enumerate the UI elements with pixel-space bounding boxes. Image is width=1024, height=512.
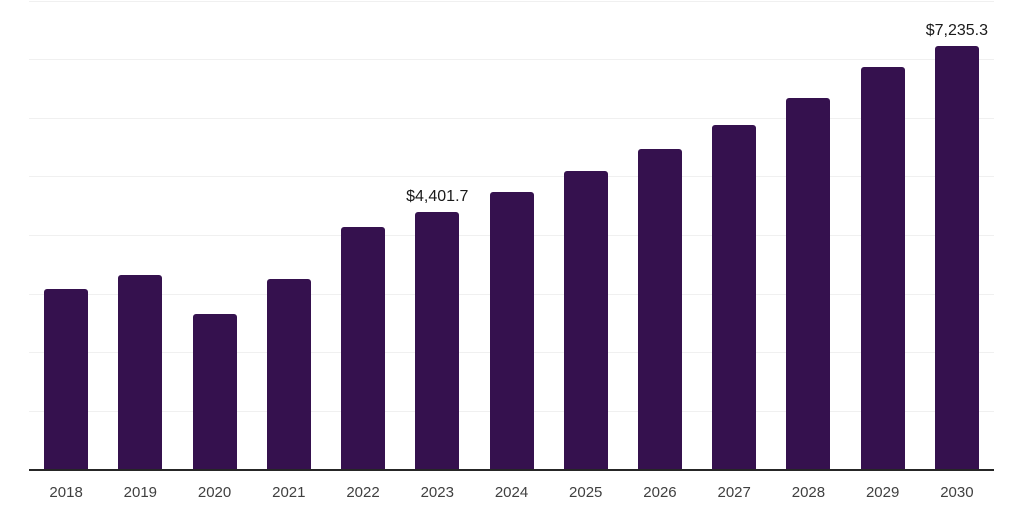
gridline-5000 [29,176,994,178]
bar-2024 [489,191,534,470]
x-tick-2018: 2018 [49,484,83,501]
value-label-2023: $4,401.7 [406,187,469,205]
gridline-7000 [29,59,994,61]
x-tick-2022: 2022 [346,484,380,501]
x-tick-2021: 2021 [272,484,306,501]
x-tick-2025: 2025 [569,484,603,501]
bar-2021 [266,279,311,470]
x-tick-2019: 2019 [123,484,158,501]
x-tick-2026: 2026 [643,484,677,501]
bar-2025 [563,171,608,470]
x-tick-2030: 2030 [940,484,974,501]
x-tick-2024: 2024 [494,484,529,501]
bar-2030 [934,45,979,470]
bar-2023 [415,211,460,470]
gridline-6000 [29,117,994,119]
bar-2018 [44,288,89,470]
x-tick-2028: 2028 [791,484,826,501]
x-tick-2027: 2027 [717,484,751,501]
x-tick-2023: 2023 [420,484,454,501]
bar-2028 [786,97,831,470]
x-axis-line [29,469,994,471]
bar-2029 [860,67,905,470]
value-label-2030: $7,235.3 [925,21,989,39]
bar-2020 [192,313,237,470]
gridline-8000 [29,0,994,2]
x-tick-2020: 2020 [197,484,232,501]
plot-area: $4,401.7 $7,235.3 [29,0,994,470]
bar-2022 [341,227,386,470]
bar-2019 [118,274,163,470]
x-tick-2029: 2029 [865,484,900,501]
bar-2026 [637,149,682,470]
bar-2027 [712,124,757,470]
